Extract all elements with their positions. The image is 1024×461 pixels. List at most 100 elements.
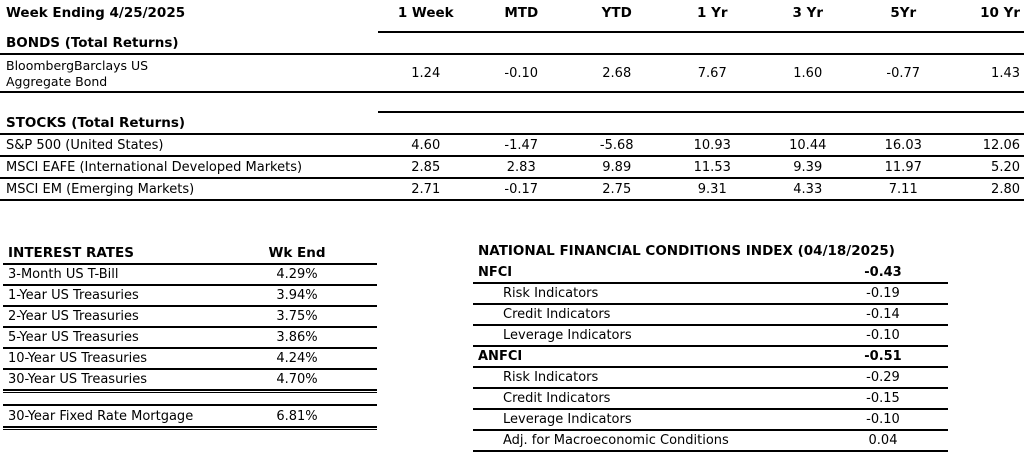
rate-label: 5-Year US Treasuries: [8, 330, 139, 345]
value-cell: 1.60: [793, 65, 823, 81]
rate-label: 30-Year US Treasuries: [8, 372, 148, 387]
rate-value: 4.29%: [276, 267, 318, 282]
performance-table-header-row: Week Ending 4/25/2025 1 Week MTD YTD 1 Y…: [0, 0, 1024, 33]
value-cell: 5.20: [991, 159, 1020, 175]
value-cell: 1.43: [991, 65, 1020, 81]
section-end-rule: [3, 391, 377, 393]
indicator-label: Adj. for Macroeconomic Conditions: [503, 433, 729, 448]
row-values: 4.60 -1.47 -5.68 10.93 10.44 16.03 12.06: [378, 138, 1024, 153]
column-header-5yr: 5Yr: [890, 5, 917, 21]
value-cell: -0.10: [504, 65, 539, 81]
table-row-msci-eafe: MSCI EAFE (International Developed Marke…: [0, 157, 1024, 179]
value-cell: 2.83: [506, 159, 536, 175]
table-row-1yr-treasury: 1-Year US Treasuries 3.94%: [3, 286, 377, 307]
indicator-label: Risk Indicators: [503, 370, 599, 385]
indicator-value: -0.10: [866, 412, 900, 427]
interest-rates-header-row: INTEREST RATES Wk End: [3, 243, 377, 265]
table-row-nfci-leverage: Leverage Indicators -0.10: [473, 326, 948, 347]
nfci-table: NATIONAL FINANCIAL CONDITIONS INDEX (04/…: [473, 243, 948, 452]
performance-table: Week Ending 4/25/2025 1 Week MTD YTD 1 Y…: [0, 0, 1024, 201]
value-cell: 11.97: [884, 159, 922, 175]
rate-value: 4.70%: [276, 372, 318, 387]
table-row-nfci-risk: Risk Indicators -0.19: [473, 284, 948, 305]
indicator-value: -0.14: [866, 307, 900, 322]
rate-value: 3.94%: [276, 288, 318, 303]
table-row-macro-adjustment: Adj. for Macroeconomic Conditions 0.04: [473, 431, 948, 452]
row-label: BloombergBarclays US Aggregate Bond: [0, 55, 378, 91]
table-row-anfci-credit: Credit Indicators -0.15: [473, 389, 948, 410]
table-row-msci-em: MSCI EM (Emerging Markets) 2.71 -0.17 2.…: [0, 179, 1024, 201]
indicator-value: -0.29: [866, 370, 900, 385]
table-row-anfci-leverage: Leverage Indicators -0.10: [473, 410, 948, 431]
value-cell: 16.03: [884, 137, 922, 153]
value-cell: 2.85: [411, 159, 441, 175]
row-label-line2: Aggregate Bond: [6, 74, 108, 89]
indicator-label: Leverage Indicators: [503, 328, 632, 343]
rate-label: 10-Year US Treasuries: [8, 351, 148, 366]
anfci-label: ANFCI: [478, 349, 523, 364]
value-cell: 2.68: [602, 65, 632, 81]
indicator-label: Credit Indicators: [503, 391, 611, 406]
indicator-value: -0.19: [866, 286, 900, 301]
week-ending-title: Week Ending 4/25/2025: [6, 5, 186, 21]
value-cell: 1.24: [411, 65, 441, 81]
interest-rates-title: INTEREST RATES: [8, 245, 134, 261]
value-cell: 4.60: [411, 137, 441, 153]
section-end-rule: [3, 428, 377, 430]
row-label: MSCI EAFE (International Developed Marke…: [6, 159, 303, 175]
rate-label: 30-Year Fixed Rate Mortgage: [8, 408, 194, 424]
period-column-headers: 1 Week MTD YTD 1 Yr 3 Yr 5Yr 10 Yr: [378, 0, 1024, 33]
indicator-label: Leverage Indicators: [503, 412, 632, 427]
table-row-30yr-treasury: 30-Year US Treasuries 4.70%: [3, 370, 377, 391]
row-values: 1.24 -0.10 2.68 7.67 1.60 -0.77 1.43: [378, 55, 1024, 91]
row-label: MSCI EM (Emerging Markets): [6, 181, 195, 197]
table-row-5yr-treasury: 5-Year US Treasuries 3.86%: [3, 328, 377, 349]
table-row-10yr-treasury: 10-Year US Treasuries 4.24%: [3, 349, 377, 370]
table-row-30yr-mortgage: 30-Year Fixed Rate Mortgage 6.81%: [3, 406, 377, 428]
column-header-ytd: YTD: [601, 5, 632, 21]
value-cell: 4.33: [793, 181, 823, 197]
value-cell: 9.31: [697, 181, 727, 197]
nfci-value: -0.43: [864, 265, 902, 280]
table-row-nfci-credit: Credit Indicators -0.14: [473, 305, 948, 326]
table-row-sp500: S&P 500 (United States) 4.60 -1.47 -5.68…: [0, 135, 1024, 157]
value-cell: -1.47: [504, 137, 539, 153]
indicator-value: -0.15: [866, 391, 900, 406]
interest-rates-table: INTEREST RATES Wk End 3-Month US T-Bill …: [3, 243, 377, 430]
value-cell: 11.53: [693, 159, 731, 175]
row-spacer: [3, 393, 377, 406]
rate-label: 2-Year US Treasuries: [8, 309, 139, 324]
row-label: S&P 500 (United States): [6, 137, 164, 153]
value-cell: 10.93: [693, 137, 731, 153]
nfci-label: NFCI: [478, 265, 513, 280]
table-row-aggregate-bond: BloombergBarclays US Aggregate Bond 1.24…: [0, 55, 1024, 93]
bottom-tables: INTEREST RATES Wk End 3-Month US T-Bill …: [0, 243, 1024, 452]
table-row-anfci: ANFCI -0.51: [473, 347, 948, 368]
value-cell: 2.75: [602, 181, 632, 197]
rate-value: 4.24%: [276, 351, 318, 366]
value-cell: 7.67: [697, 65, 727, 81]
column-header-1week: 1 Week: [397, 5, 454, 21]
column-header-1yr: 1 Yr: [696, 5, 728, 21]
bonds-section-header: BONDS (Total Returns): [0, 33, 1024, 55]
value-cell: 7.11: [888, 181, 918, 197]
value-cell: 2.71: [411, 181, 441, 197]
row-label-line1: BloombergBarclays US: [6, 58, 149, 73]
value-cell: 2.80: [991, 181, 1020, 197]
table-row-3mo-tbill: 3-Month US T-Bill 4.29%: [3, 265, 377, 286]
stocks-section-header: STOCKS (Total Returns): [0, 113, 1024, 135]
nfci-title: NATIONAL FINANCIAL CONDITIONS INDEX (04/…: [478, 243, 895, 259]
row-values: 2.85 2.83 9.89 11.53 9.39 11.97 5.20: [378, 160, 1024, 175]
section-spacer: [0, 93, 1024, 113]
rate-label: 1-Year US Treasuries: [8, 288, 139, 303]
column-header-10yr: 10 Yr: [980, 5, 1020, 21]
rate-value: 6.81%: [276, 408, 318, 424]
wk-end-column-header: Wk End: [268, 245, 326, 261]
column-header-3yr: 3 Yr: [792, 5, 824, 21]
rate-value: 3.86%: [276, 330, 318, 345]
row-values: 2.71 -0.17 2.75 9.31 4.33 7.11 2.80: [378, 182, 1024, 197]
indicator-label: Risk Indicators: [503, 286, 599, 301]
indicator-label: Credit Indicators: [503, 307, 611, 322]
value-cell: 12.06: [982, 137, 1020, 153]
value-cell: 9.89: [602, 159, 632, 175]
